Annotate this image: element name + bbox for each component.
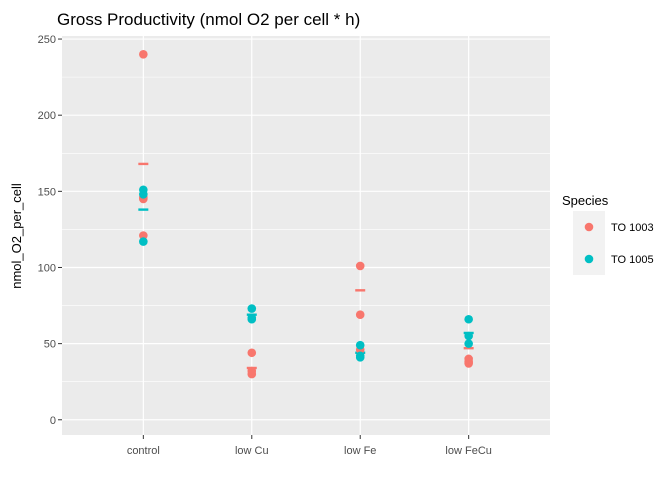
y-tick-label: 100: [38, 262, 56, 274]
legend-label: TO 1003: [611, 222, 654, 234]
y-tick-label: 250: [38, 34, 56, 46]
y-tick-label: 50: [44, 339, 56, 351]
data-point: [464, 314, 473, 324]
data-point: [247, 304, 257, 313]
x-tick-label: control: [127, 445, 160, 457]
data-point: [139, 49, 148, 59]
data-point: [355, 261, 365, 271]
data-points: [139, 49, 473, 379]
x-tick-label: low FeCu: [445, 445, 491, 457]
y-axis: 0 50 100 150 200 250: [38, 34, 62, 427]
data-point: [247, 348, 257, 358]
x-axis: control low Cu low Fe low FeCu: [127, 435, 492, 457]
y-tick-label: 0: [50, 415, 56, 427]
x-tick-label: low Cu: [235, 445, 269, 457]
legend-key-point: [584, 222, 594, 232]
y-tick-label: 200: [38, 110, 56, 122]
data-point: [355, 340, 365, 350]
legend: Species TO 1003 TO 1005: [562, 193, 654, 275]
data-point: [464, 331, 473, 341]
chart-title: Gross Productivity (nmol O2 per cell * h…: [57, 10, 360, 29]
legend-title: Species: [562, 193, 609, 208]
data-point: [464, 339, 473, 348]
data-point: [139, 237, 148, 246]
plot-panel: [62, 36, 550, 435]
legend-key-point: [584, 254, 594, 264]
data-point: [355, 310, 365, 319]
legend-label: TO 1005: [611, 254, 654, 266]
data-point: [139, 190, 148, 199]
data-point: [247, 314, 257, 324]
data-point: [139, 231, 148, 240]
data-point: [247, 369, 257, 379]
y-tick-label: 150: [38, 186, 56, 198]
data-point: [464, 359, 473, 368]
data-point: [355, 353, 365, 362]
x-tick-label: low Fe: [344, 445, 376, 457]
y-axis-title: nmol_O2_per_cell: [9, 183, 24, 289]
